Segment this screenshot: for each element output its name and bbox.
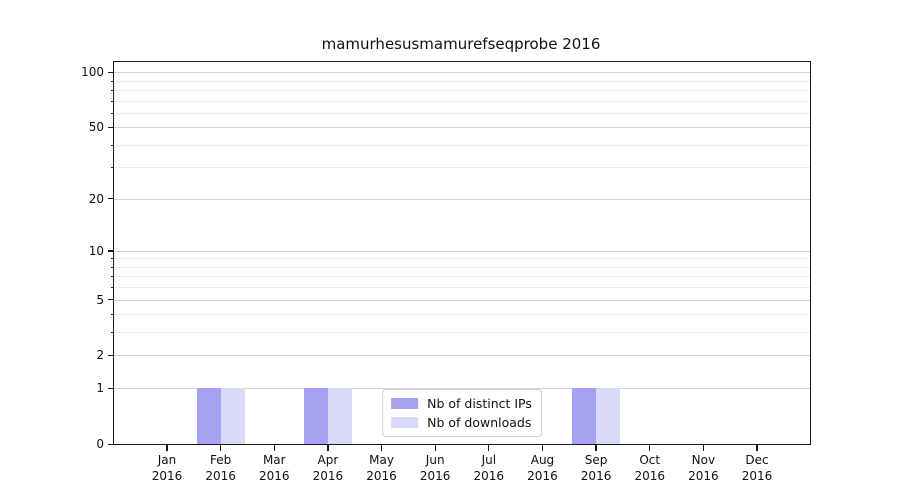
chart-title: mamurhesusmamurefseqprobe 2016: [321, 35, 601, 53]
bar-distinct-ips: [303, 388, 328, 444]
x-axis-tick-label: Oct 2016: [620, 452, 680, 484]
legend-label: Nb of downloads: [427, 415, 532, 430]
y-axis-tick-label: 5: [96, 292, 104, 307]
gridline-major: [114, 250, 810, 252]
bar-distinct-ips: [196, 388, 221, 444]
y-axis-tick-mark: [108, 250, 114, 252]
x-axis-tick-mark: [756, 444, 758, 451]
y-axis-minor-tick-mark: [111, 144, 114, 146]
legend-label: Nb of distinct IPs: [427, 396, 532, 411]
y-axis-tick-mark: [108, 126, 114, 128]
y-axis-minor-tick-mark: [111, 276, 114, 278]
y-axis-tick-mark: [108, 71, 114, 73]
x-axis-tick-label: Aug 2016: [512, 452, 572, 484]
gridline-minor: [114, 314, 810, 316]
x-axis-tick-label: Jul 2016: [459, 452, 519, 484]
y-axis-tick-mark: [108, 354, 114, 357]
x-axis-year-label: 2016: [527, 469, 558, 483]
x-axis-year-label: 2016: [366, 469, 397, 483]
gridline-minor: [114, 144, 810, 146]
x-axis-year-label: 2016: [634, 469, 665, 483]
y-axis-minor-tick-mark: [111, 112, 114, 114]
x-axis-tick-mark: [595, 444, 597, 451]
legend-item: Nb of distinct IPs: [391, 396, 532, 411]
y-axis-tick-mark: [108, 443, 114, 445]
x-axis-tick-label: Jan 2016: [137, 452, 197, 484]
x-axis-year-label: 2016: [688, 469, 719, 483]
x-axis-year-label: 2016: [580, 469, 612, 483]
y-axis-tick-label: 0: [96, 437, 104, 451]
x-axis-year-label: 2016: [205, 469, 236, 483]
x-axis-tick-label: Nov 2016: [673, 452, 733, 484]
legend: Nb of distinct IPs Nb of downloads: [382, 389, 542, 437]
x-axis-year-label: 2016: [419, 469, 451, 483]
x-axis-tick-label: Sep 2016: [566, 452, 626, 484]
gridline-major: [114, 388, 810, 390]
gridline-major: [114, 72, 810, 74]
y-axis-tick-label: 2: [96, 348, 104, 363]
y-axis-tick-mark: [108, 387, 114, 389]
y-axis-minor-tick-mark: [111, 167, 114, 169]
y-axis-tick-mark: [108, 299, 114, 301]
x-axis-year-label: 2016: [741, 469, 773, 483]
y-axis-minor-tick-mark: [111, 332, 114, 334]
y-axis-tick-mark: [108, 198, 114, 200]
y-axis-minor-tick-mark: [111, 80, 114, 82]
x-axis-tick-mark: [649, 444, 651, 451]
legend-swatch-downloads: [391, 417, 419, 428]
gridline-major: [114, 355, 810, 357]
y-axis-minor-tick-mark: [111, 266, 114, 268]
x-axis-tick-mark: [166, 444, 168, 451]
x-axis-tick-label: Apr 2016: [298, 452, 358, 484]
gridline-minor: [114, 332, 810, 334]
x-axis-tick-mark: [434, 444, 436, 451]
x-axis-tick-mark: [327, 444, 329, 451]
y-axis-minor-tick-mark: [111, 100, 114, 102]
bar-downloads: [596, 388, 621, 444]
bar-downloads: [327, 388, 352, 444]
y-axis-minor-tick-mark: [111, 314, 114, 316]
y-axis-tick-label: 1: [96, 381, 104, 396]
x-axis-tick-mark: [541, 444, 544, 451]
legend-item: Nb of downloads: [391, 415, 532, 430]
legend-swatch-distinct-ips: [391, 398, 419, 409]
gridline-minor: [114, 167, 810, 169]
gridline-minor: [114, 276, 810, 278]
x-axis-year-label: 2016: [312, 469, 344, 483]
gridline-minor: [114, 112, 810, 114]
bar-distinct-ips: [572, 388, 597, 444]
gridline-minor: [114, 258, 810, 260]
x-axis-year-label: 2016: [151, 469, 183, 483]
gridline-major: [114, 198, 810, 200]
gridline-major: [114, 299, 810, 301]
gridline-minor: [114, 287, 810, 289]
x-axis-tick-mark: [488, 444, 490, 451]
x-axis-tick-label: Jun 2016: [405, 452, 465, 484]
x-axis-tick-mark: [702, 444, 704, 451]
y-axis-tick-label: 20: [88, 191, 104, 206]
x-axis-tick-mark: [273, 444, 275, 451]
y-axis-minor-tick-mark: [111, 89, 114, 91]
x-axis-tick-label: Feb 2016: [191, 452, 251, 484]
gridline-minor: [114, 89, 810, 91]
x-axis-year-label: 2016: [258, 469, 290, 483]
x-axis-tick-label: May 2016: [352, 452, 412, 484]
x-axis-tick-mark: [219, 444, 222, 451]
x-axis-year-label: 2016: [473, 469, 505, 483]
y-axis-minor-tick-mark: [111, 258, 114, 260]
gridline-minor: [114, 80, 810, 82]
gridline-minor: [114, 100, 810, 102]
x-axis-tick-label: Dec 2016: [727, 452, 787, 484]
plot-area: Nb of distinct IPs Nb of downloads 0 1 2 5 1…: [81, 61, 811, 483]
y-axis-tick-label: 100: [81, 65, 104, 80]
x-axis-tick-mark: [380, 444, 383, 451]
y-axis-tick-label: 10: [88, 243, 104, 258]
gridline-minor: [114, 266, 810, 268]
y-axis-tick-label: 50: [88, 120, 104, 135]
y-axis-minor-tick-mark: [111, 287, 114, 289]
gridline-major: [114, 127, 810, 129]
x-axis-tick-label: Mar 2016: [244, 452, 304, 484]
bar-downloads: [220, 388, 245, 444]
